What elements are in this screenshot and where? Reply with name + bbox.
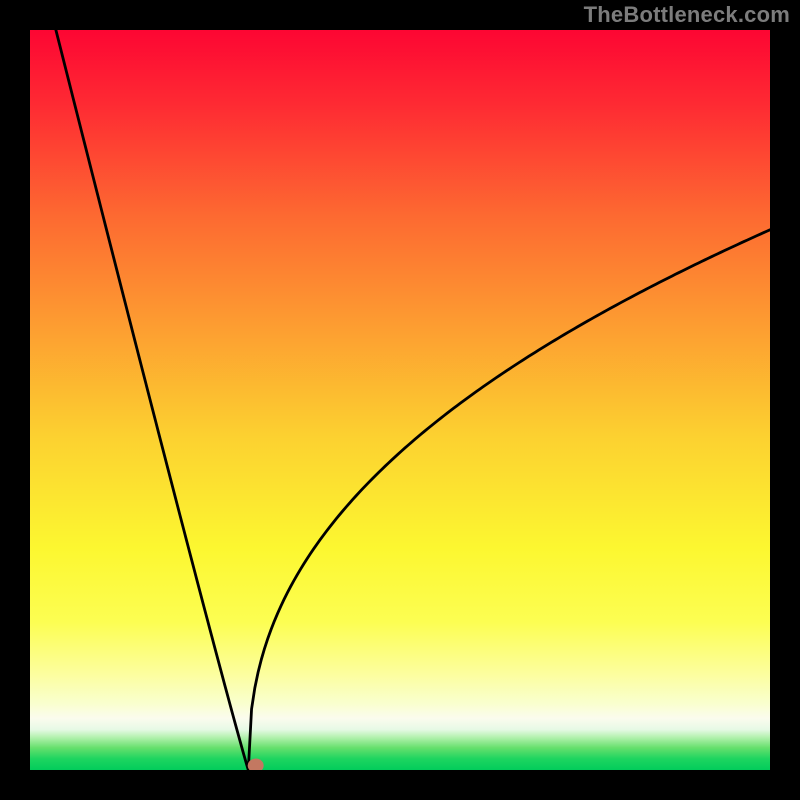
gradient-background	[30, 30, 770, 770]
watermark-text: TheBottleneck.com	[584, 2, 790, 28]
chart-stage: TheBottleneck.com	[0, 0, 800, 800]
bottleneck-plot	[30, 30, 770, 770]
